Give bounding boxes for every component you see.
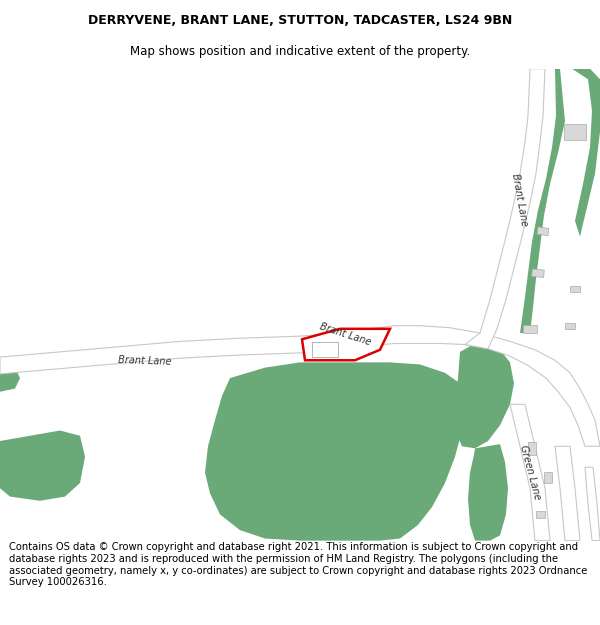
Polygon shape [520, 69, 565, 333]
Polygon shape [585, 468, 600, 541]
Bar [544, 472, 552, 484]
Bar [536, 511, 545, 518]
Text: DERRYVENE, BRANT LANE, STUTTON, TADCASTER, LS24 9BN: DERRYVENE, BRANT LANE, STUTTON, TADCASTE… [88, 14, 512, 27]
Bar [564, 124, 586, 139]
Text: Brant Lane: Brant Lane [511, 173, 530, 227]
Polygon shape [555, 446, 580, 541]
Bar [528, 442, 536, 454]
Bar [537, 227, 549, 236]
Bar [312, 342, 338, 357]
Polygon shape [560, 69, 600, 236]
Bar [532, 269, 544, 278]
Text: Green Lane: Green Lane [518, 444, 542, 501]
Text: Brant Lane: Brant Lane [118, 356, 172, 367]
Polygon shape [510, 404, 550, 541]
Polygon shape [455, 344, 514, 448]
Polygon shape [0, 431, 85, 501]
Polygon shape [0, 368, 20, 392]
Bar [570, 286, 580, 292]
Polygon shape [205, 362, 465, 541]
Polygon shape [0, 69, 600, 541]
Polygon shape [465, 69, 545, 349]
Text: Brant Lane: Brant Lane [318, 321, 372, 347]
Bar [312, 342, 338, 357]
Bar [523, 324, 537, 333]
Text: Map shows position and indicative extent of the property.: Map shows position and indicative extent… [130, 45, 470, 58]
Polygon shape [302, 329, 390, 360]
Polygon shape [468, 444, 508, 541]
Polygon shape [0, 326, 600, 446]
Bar [565, 322, 575, 329]
Text: Contains OS data © Crown copyright and database right 2021. This information is : Contains OS data © Crown copyright and d… [9, 542, 587, 587]
